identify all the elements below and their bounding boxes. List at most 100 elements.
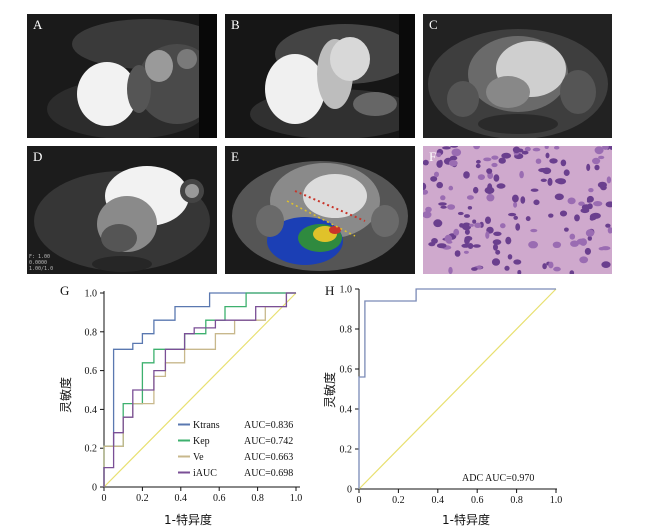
nucleus-mark xyxy=(513,201,518,208)
nucleus-mark xyxy=(423,189,429,195)
legend-auc-value: AUC=0.663 xyxy=(244,452,293,463)
nucleus-mark xyxy=(605,201,612,208)
mri-image-b xyxy=(225,14,415,138)
nucleus-mark xyxy=(440,205,447,209)
reference-diagonal xyxy=(103,292,297,488)
nucleus-mark xyxy=(469,223,474,227)
x-tick-label: 0.6 xyxy=(213,493,226,504)
auc-annotation: ADC AUC=0.970 xyxy=(462,473,534,484)
x-tick-label: 0.8 xyxy=(510,495,523,506)
nucleus-mark xyxy=(602,146,609,150)
nucleus-mark xyxy=(474,222,482,228)
nucleus-mark xyxy=(515,223,521,231)
legend-auc-value: AUC=0.698 xyxy=(244,468,293,479)
mri-image-d: F: 1.00 0.0000 1.00/1.0 xyxy=(27,146,217,274)
y-tick-label: 0.4 xyxy=(85,405,98,416)
nucleus-mark xyxy=(461,222,472,231)
mri-panel-d: D F: 1.00 0.0000 1.00/1.0 xyxy=(27,146,217,274)
panel-h-label: H xyxy=(325,283,334,298)
nucleus-mark xyxy=(448,266,453,274)
panel-d-label: D xyxy=(33,149,43,164)
panel-f-label: F xyxy=(429,149,437,164)
nucleus-mark xyxy=(501,152,512,159)
mri-panel-b: B xyxy=(225,14,415,138)
nucleus-mark xyxy=(525,216,531,222)
nucleus-mark xyxy=(466,195,474,200)
y-tick-label: 0.6 xyxy=(340,365,353,376)
nucleus-mark xyxy=(483,157,492,162)
nucleus-mark xyxy=(588,188,594,193)
nucleus-mark xyxy=(425,206,432,213)
perfusion-map-image xyxy=(225,146,415,274)
y-tick-label: 0.2 xyxy=(340,445,353,456)
nucleus-mark xyxy=(538,168,548,173)
nucleus-mark xyxy=(493,174,500,182)
nucleus-mark xyxy=(453,228,460,236)
perfusion-map-panel-e: E xyxy=(225,146,415,274)
mri-image-a xyxy=(27,14,217,138)
nucleus-mark xyxy=(535,158,542,164)
g-y-axis-title: 灵敏度 xyxy=(58,377,73,413)
nucleus-mark xyxy=(493,231,502,236)
nucleus-mark xyxy=(528,241,538,249)
nucleus-mark xyxy=(513,215,518,220)
scan-text-3: 1.00/1.0 xyxy=(29,266,53,272)
nucleus-mark xyxy=(476,159,481,164)
nucleus-mark xyxy=(585,229,595,237)
nucleus-mark xyxy=(581,204,591,211)
legend-series-name: Kep xyxy=(193,436,210,447)
nucleus-mark xyxy=(521,150,529,155)
legend-series-name: Ve xyxy=(193,452,204,463)
nucleus-mark xyxy=(524,146,531,152)
nucleus-mark xyxy=(447,204,456,210)
scan-text-1: F: 1.00 xyxy=(29,254,50,260)
nucleus-mark xyxy=(530,228,538,233)
nucleus-mark xyxy=(564,227,569,232)
nucleus-mark xyxy=(567,197,576,205)
roc-curve-iauc xyxy=(103,292,296,487)
nucleus-mark xyxy=(606,176,612,184)
nucleus-mark xyxy=(464,214,470,218)
nucleus-mark xyxy=(559,210,568,217)
y-tick-label: 0.2 xyxy=(85,444,98,455)
nucleus-mark xyxy=(436,181,443,189)
nucleus-mark xyxy=(542,263,547,270)
x-tick-label: 1.0 xyxy=(290,493,303,504)
nucleus-mark xyxy=(560,159,567,167)
nucleus-mark xyxy=(598,155,605,160)
nucleus-mark xyxy=(442,146,451,150)
nucleus-mark xyxy=(607,227,612,234)
y-tick-label: 0.8 xyxy=(340,325,353,336)
nucleus-mark xyxy=(423,211,432,219)
nucleus-mark xyxy=(454,250,461,257)
scan-text-2: 0.0000 xyxy=(29,260,47,266)
nucleus-mark xyxy=(436,243,447,249)
nucleus-mark xyxy=(554,193,564,201)
mri-panel-a: A xyxy=(27,14,217,138)
g-x-axis-title: 1-特异度 xyxy=(164,512,212,527)
nucleus-mark xyxy=(552,241,562,248)
nucleus-mark xyxy=(423,159,429,166)
nucleus-mark xyxy=(459,223,464,228)
roc-chart-h: H 1-特异度 灵敏度 0 0.2 0.4 0.6 0.8 1.0 0 0.2 0.4 0.6 0.… xyxy=(322,283,562,527)
nucleus-mark xyxy=(532,147,541,152)
nucleus-mark xyxy=(434,171,439,178)
nucleus-mark xyxy=(438,159,443,167)
nucleus-mark xyxy=(444,234,453,243)
nucleus-mark xyxy=(463,171,470,179)
legend-auc-value: AUC=0.836 xyxy=(244,420,293,431)
nucleus-mark xyxy=(471,267,478,271)
nucleus-mark xyxy=(448,159,458,167)
nucleus-mark xyxy=(428,242,436,247)
nucleus-mark xyxy=(530,188,539,192)
nucleus-mark xyxy=(569,233,576,240)
legend-series-name: Ktrans xyxy=(193,420,220,431)
nucleus-mark xyxy=(574,214,580,222)
nucleus-mark xyxy=(597,181,607,189)
y-tick-label: 0.8 xyxy=(85,327,98,338)
nucleus-mark xyxy=(570,240,579,247)
nucleus-mark xyxy=(593,201,603,207)
x-tick-label: 0 xyxy=(357,495,362,506)
nucleus-mark xyxy=(496,183,506,189)
nucleus-mark xyxy=(463,250,469,254)
